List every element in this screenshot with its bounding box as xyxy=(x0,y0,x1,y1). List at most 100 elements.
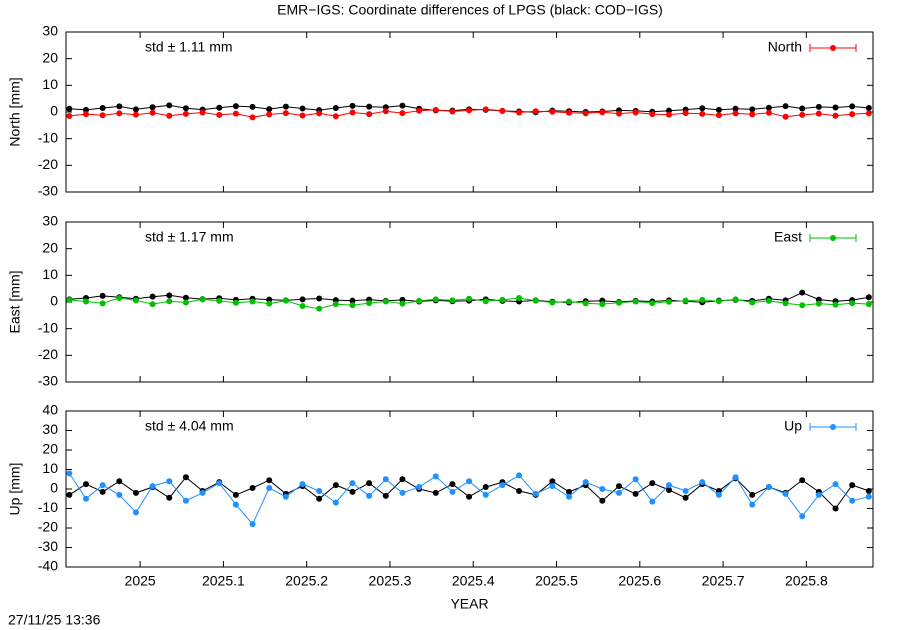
data-point xyxy=(615,299,622,306)
y-tick-label: 20 xyxy=(42,441,58,457)
data-point xyxy=(132,489,139,496)
data-point xyxy=(799,513,806,520)
data-point xyxy=(266,477,273,484)
data-point xyxy=(649,480,656,487)
data-point xyxy=(166,112,173,119)
data-point xyxy=(665,486,672,493)
data-point xyxy=(182,497,189,504)
y-tick-label: 20 xyxy=(42,239,58,255)
data-point xyxy=(749,106,756,113)
y-tick-label: 0 xyxy=(50,480,58,496)
y-tick-label: 0 xyxy=(50,103,58,119)
y-tick-label: 40 xyxy=(42,402,58,418)
data-point xyxy=(516,472,523,479)
data-point xyxy=(499,482,506,489)
y-tick-label: -10 xyxy=(38,319,58,335)
x-tick-label: 2025.7 xyxy=(702,573,745,589)
data-point xyxy=(615,489,622,496)
data-point xyxy=(149,293,156,300)
data-point xyxy=(849,497,856,504)
data-point xyxy=(865,301,872,308)
data-point xyxy=(682,494,689,501)
data-point xyxy=(715,491,722,498)
y-tick-label: -10 xyxy=(38,129,58,145)
data-point xyxy=(349,297,356,304)
data-point xyxy=(682,487,689,494)
data-point xyxy=(349,109,356,116)
data-point xyxy=(116,110,123,117)
data-point xyxy=(182,110,189,117)
data-point xyxy=(182,105,189,112)
data-point xyxy=(582,479,589,486)
data-point xyxy=(132,106,139,113)
data-point xyxy=(99,488,106,495)
y-tick-label: 10 xyxy=(42,266,58,282)
data-point xyxy=(82,106,89,113)
data-point xyxy=(732,474,739,481)
data-point xyxy=(549,483,556,490)
x-tick-label: 2025 xyxy=(125,573,156,589)
data-point xyxy=(649,300,656,307)
data-point xyxy=(149,301,156,308)
data-point xyxy=(466,493,473,500)
data-point xyxy=(366,103,373,110)
legend-marker xyxy=(830,424,836,430)
data-point xyxy=(82,111,89,118)
data-point xyxy=(116,491,123,498)
data-point xyxy=(865,294,872,301)
data-point xyxy=(516,487,523,494)
data-point xyxy=(416,297,423,304)
data-point xyxy=(782,113,789,120)
data-point xyxy=(349,480,356,487)
data-point xyxy=(599,301,606,308)
data-point xyxy=(382,298,389,305)
data-point xyxy=(865,493,872,500)
data-point xyxy=(632,476,639,483)
data-point xyxy=(432,489,439,496)
data-point xyxy=(332,301,339,308)
data-point xyxy=(665,111,672,118)
data-point xyxy=(149,109,156,116)
data-point xyxy=(82,481,89,488)
data-point xyxy=(166,298,173,305)
std-annotation: std ± 4.04 mm xyxy=(145,418,234,434)
data-point xyxy=(466,107,473,114)
data-point xyxy=(765,297,772,304)
data-point xyxy=(732,110,739,117)
data-point xyxy=(249,103,256,110)
data-point xyxy=(249,298,256,305)
data-point xyxy=(399,110,406,117)
data-point xyxy=(99,112,106,119)
x-axis-label: YEAR xyxy=(450,596,488,612)
data-point xyxy=(832,481,839,488)
data-point xyxy=(116,478,123,485)
data-point xyxy=(832,104,839,111)
y-tick-label: 0 xyxy=(50,293,58,309)
data-point xyxy=(182,474,189,481)
data-point xyxy=(749,299,756,306)
data-point xyxy=(432,296,439,303)
data-point xyxy=(99,105,106,111)
data-point xyxy=(632,298,639,305)
data-point xyxy=(765,109,772,116)
y-tick-label: -30 xyxy=(38,373,58,389)
y-tick-label: 10 xyxy=(42,460,58,476)
x-tick-label: 2025.2 xyxy=(285,573,328,589)
data-point xyxy=(166,292,173,299)
x-tick-label: 2025.4 xyxy=(452,573,495,589)
data-point xyxy=(799,289,806,296)
data-point xyxy=(216,297,223,304)
data-point xyxy=(432,106,439,113)
data-point xyxy=(749,501,756,508)
data-point xyxy=(549,108,556,115)
data-point xyxy=(199,109,206,116)
data-point xyxy=(632,109,639,116)
data-point xyxy=(682,297,689,304)
data-point xyxy=(832,112,839,119)
data-point xyxy=(832,505,839,512)
data-point xyxy=(332,105,339,111)
data-point xyxy=(249,485,256,492)
y-tick-label: 20 xyxy=(42,49,58,65)
data-point xyxy=(249,521,256,528)
data-point xyxy=(549,299,556,306)
